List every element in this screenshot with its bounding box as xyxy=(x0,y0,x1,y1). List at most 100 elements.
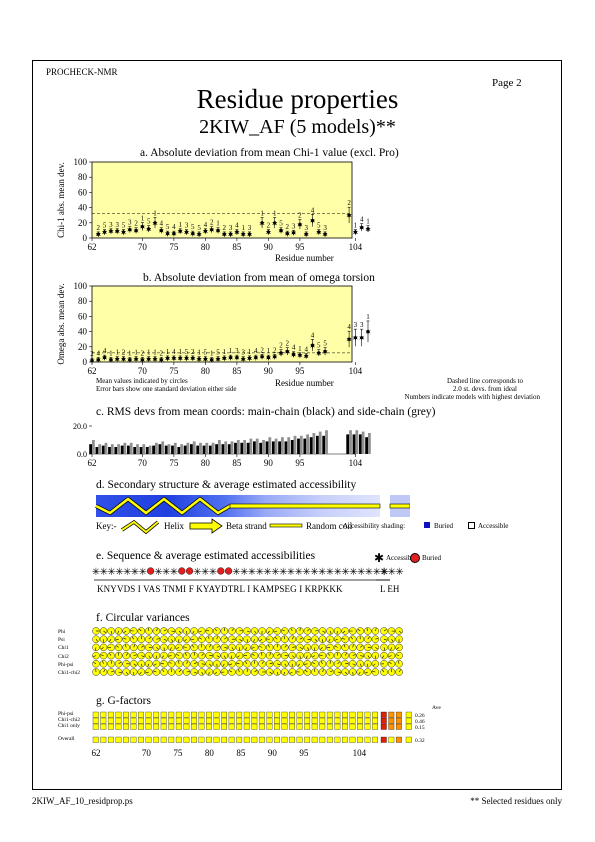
gfactor-cell xyxy=(251,711,258,718)
gfactor-cell xyxy=(341,723,348,730)
gfactor-cell xyxy=(138,736,144,743)
cv-dial xyxy=(380,651,388,660)
omega-mean-circle xyxy=(103,355,107,360)
cv-dial xyxy=(213,651,221,660)
chi1-model-label: 1 xyxy=(241,224,245,232)
cv-dial-hand xyxy=(246,669,249,673)
cv-dial-hand xyxy=(148,655,151,659)
chi1-model-label: 4 xyxy=(160,220,164,228)
gfactor-cell xyxy=(357,723,363,730)
cv-dial-hand xyxy=(156,647,159,650)
gfactor-cell xyxy=(115,711,122,718)
cv-dial-hand xyxy=(343,644,346,648)
omega-xtick-label: 75 xyxy=(169,366,179,376)
cv-dial xyxy=(349,643,357,652)
cv-dial-hand xyxy=(360,645,363,648)
cv-dial-hand xyxy=(290,628,293,632)
chi1-model-label: 1 xyxy=(273,209,277,217)
gfactor-cell xyxy=(311,717,318,724)
gfactor-cell xyxy=(395,723,402,730)
omega-mean-circle xyxy=(128,358,132,362)
cv-row-label: Chi1-chi2 xyxy=(58,670,80,676)
beta-strand-key-icon xyxy=(189,518,223,534)
chi1-mean-circle xyxy=(273,221,277,225)
cv-dial-hand xyxy=(216,655,220,658)
omega-ytick-label: 20 xyxy=(78,342,88,352)
accessible-residue-star: ✳ xyxy=(154,567,162,578)
chi1-model-label: 2 xyxy=(298,212,302,220)
cv-dial-hand xyxy=(350,636,353,640)
omega-mean-circle xyxy=(366,330,370,334)
cv-dial xyxy=(326,668,334,676)
cv-dial-hand xyxy=(274,637,278,640)
circular-variance-grid xyxy=(92,627,403,676)
cv-dial-hand xyxy=(147,627,150,632)
panel-b-title: b. Absolute deviation from mean of omega… xyxy=(143,272,375,284)
cv-dial xyxy=(349,635,357,643)
cv-dial-hand xyxy=(153,663,157,666)
side-chain-bar xyxy=(268,437,272,454)
chi1-model-label: 3 xyxy=(292,222,296,230)
cv-dial xyxy=(303,660,312,668)
cv-dial-hand xyxy=(329,630,332,634)
gfactor-avg-cell xyxy=(405,711,412,718)
cv-dial-hand xyxy=(214,628,218,632)
chi1-model-label: 5 xyxy=(197,224,201,232)
cv-dial xyxy=(152,651,161,660)
gfactor-cell xyxy=(236,723,243,730)
chi1-model-label: 1 xyxy=(366,218,370,226)
cv-dial-hand xyxy=(283,671,286,675)
gfactor-xtick-label: 90 xyxy=(268,748,278,758)
gfactor-cell xyxy=(92,736,99,743)
gfactor-cell xyxy=(107,711,114,718)
gfactor-cell xyxy=(341,711,348,718)
helix-key-icon-fill xyxy=(121,520,159,534)
sequence-underline xyxy=(94,579,390,581)
gfactor-cell xyxy=(251,717,258,724)
gfactor-avg-value: 0.26 xyxy=(415,713,425,719)
cv-dial xyxy=(371,651,380,660)
omega-mean-circle xyxy=(360,336,364,340)
secondary-structure-track xyxy=(95,495,410,517)
cv-dial xyxy=(152,627,161,635)
main-chain-bar xyxy=(309,437,313,454)
cv-dial-hand xyxy=(357,629,361,632)
main-chain-bar xyxy=(352,434,356,454)
gfactor-cell xyxy=(334,717,341,724)
rms-xtick-label: 104 xyxy=(349,458,363,468)
accessible-residue-star: ✳ xyxy=(100,567,108,578)
cv-dial xyxy=(288,635,297,643)
omega-mean-circle xyxy=(317,351,321,355)
cv-dial-hand xyxy=(261,661,265,664)
cv-dial xyxy=(145,635,153,643)
gfactor-cell xyxy=(304,717,311,724)
omega-mean-circle xyxy=(304,354,308,358)
chi1-xtick-label: 80 xyxy=(201,242,211,252)
note-model-numbers: Numbers indicate models with highest dev… xyxy=(404,393,540,401)
cv-dial-hand xyxy=(145,671,149,674)
cv-dial-hand xyxy=(163,638,167,641)
cv-dial-hand xyxy=(292,655,295,658)
omega-xtick-label: 95 xyxy=(295,366,305,376)
cv-dial-hand xyxy=(230,655,233,659)
gfactor-cell xyxy=(191,723,197,730)
chi1-mean-circle xyxy=(241,232,245,236)
chi1-mean-circle xyxy=(229,232,233,236)
main-chain-bar xyxy=(346,434,350,454)
cv-dial xyxy=(371,635,380,643)
chi1-mean-circle xyxy=(304,232,308,236)
gfactor-cell xyxy=(258,736,265,743)
gfactor-cell xyxy=(281,711,288,718)
main-chain-bar xyxy=(127,445,130,454)
chi1-mean-circle xyxy=(172,231,176,236)
chi1-model-label: 4 xyxy=(172,223,176,231)
side-chain-bar xyxy=(355,430,359,454)
gfactor-cell xyxy=(107,723,114,730)
chi1-mean-circle xyxy=(115,229,119,233)
chi1-mean-circle xyxy=(153,221,157,225)
gfactor-cell xyxy=(372,717,379,724)
gfactor-cell xyxy=(198,711,205,718)
gfactor-cell xyxy=(100,736,107,743)
gfactor-cell xyxy=(160,717,167,724)
cv-dial-hand xyxy=(383,647,386,651)
